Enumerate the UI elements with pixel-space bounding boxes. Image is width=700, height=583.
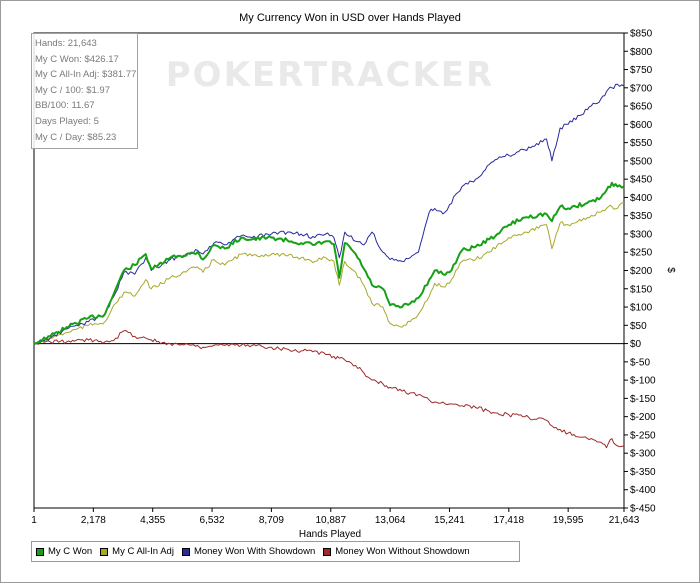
x-tick-label: 13,064 <box>375 515 406 526</box>
stat-per-day: My C / Day: $85.23 <box>35 131 117 143</box>
y-tick-label: $-50 <box>630 357 650 368</box>
stat-allin-adj: My C All-In Adj: $381.77 <box>35 69 137 81</box>
y-tick-label: $-450 <box>630 504 656 515</box>
y-tick-label: $500 <box>630 156 653 167</box>
y-axis-title: $ <box>665 267 676 273</box>
series-layer <box>33 83 625 449</box>
x-tick-label: 6,532 <box>200 515 225 526</box>
stat-per-100: My C / 100: $1.97 <box>35 84 110 96</box>
y-tick-label: $450 <box>630 175 653 186</box>
y-tick-label: $300 <box>630 229 653 240</box>
y-tick-label: $400 <box>630 193 653 204</box>
watermark: POKERTRACKER <box>166 55 494 95</box>
legend-label: Money Won With Showdown <box>193 546 316 557</box>
legend-item: Money Won Without Showdown <box>319 542 473 561</box>
stats-box: Hands: 21,643 My C Won: $426.17 My C All… <box>31 33 138 149</box>
x-tick-label: 4,355 <box>140 515 165 526</box>
stat-hands: Hands: 21,643 <box>35 38 97 49</box>
y-tick-label: $600 <box>630 120 653 131</box>
x-tick-label: 21,643 <box>609 515 640 526</box>
y-tick-label: $150 <box>630 284 653 295</box>
y-tick-label: $0 <box>630 339 642 350</box>
y-tick-label: $-100 <box>630 376 656 387</box>
x-tick-label: 1 <box>31 515 37 526</box>
y-tick-label: $-400 <box>630 485 656 496</box>
stat-won: My C Won: $426.17 <box>35 53 119 65</box>
legend-item: My C All-In Adj <box>96 542 178 561</box>
y-tick-label: $550 <box>630 138 653 149</box>
y-tick-label: $100 <box>630 303 653 314</box>
axes-layer: $850 $800 $750 $700 $650 $600 $550 $500 $450 $400… <box>31 29 656 527</box>
x-tick-label: 17,418 <box>494 515 525 526</box>
y-tick-label: $-150 <box>630 394 656 405</box>
series-line-money-won-with-showdown <box>33 83 625 345</box>
y-tick-label: $-200 <box>630 412 656 423</box>
watermark-text: POKERTRACKER <box>166 55 494 95</box>
stat-bb-100: BB/100: 11.67 <box>35 100 95 112</box>
series-line-money-won-without-showdown <box>33 330 625 449</box>
y-tick-label: $800 <box>630 47 653 58</box>
x-tick-label: 10,887 <box>315 515 346 526</box>
x-tick-label: 19,595 <box>553 515 584 526</box>
series-line-my-c-won <box>34 181 625 345</box>
x-tick-label: 2,178 <box>81 515 106 526</box>
legend-item: Money Won With Showdown <box>178 542 319 561</box>
legend-label: My C Won <box>48 546 93 557</box>
stat-days-played: Days Played: 5 <box>35 115 99 127</box>
y-tick-label: $850 <box>630 29 653 40</box>
y-tick-label: $-250 <box>630 430 656 441</box>
chart-title: My Currency Won in USD over Hands Played <box>239 12 461 24</box>
y-tick-label: $350 <box>630 211 653 222</box>
y-tick-label: $50 <box>630 321 647 332</box>
legend-swatch <box>181 547 190 556</box>
y-tick-label: $650 <box>630 102 653 113</box>
y-tick-label: $750 <box>630 65 653 76</box>
legend-label: My C All-In Adj <box>112 546 174 557</box>
y-tick-label: $-350 <box>630 467 656 478</box>
legend-swatch <box>36 547 44 556</box>
legend-swatch <box>323 547 332 556</box>
y-tick-label: $200 <box>630 266 653 277</box>
x-tick-label: 15,241 <box>434 515 465 526</box>
x-axis-title: Hands Played <box>299 529 361 540</box>
legend-label: Money Won Without Showdown <box>335 546 470 557</box>
y-tick-label: $700 <box>630 83 653 94</box>
legend-item: My C Won <box>32 542 96 561</box>
legend-swatch <box>100 547 109 556</box>
y-tick-label: $250 <box>630 248 653 259</box>
legend: My C Won My C All-In Adj Money Won With … <box>31 541 520 562</box>
x-tick-label: 8,709 <box>259 515 284 526</box>
series-line-my-c-all-in-adj <box>33 202 625 345</box>
y-tick-label: $-300 <box>630 449 656 460</box>
